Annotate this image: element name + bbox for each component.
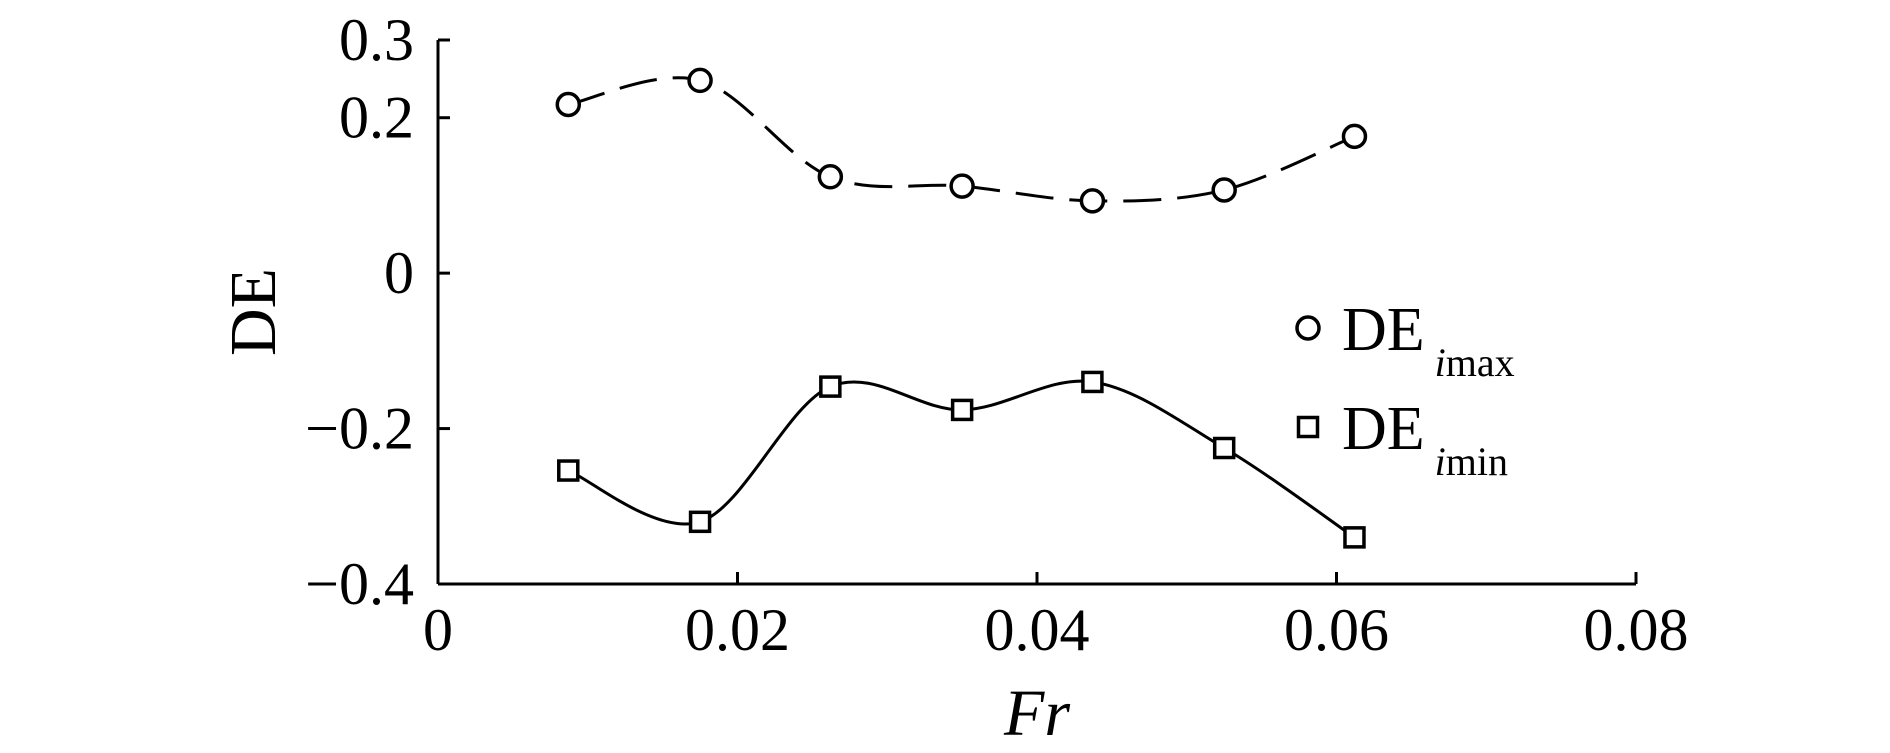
data-point-imax-1 <box>687 67 713 94</box>
legend-label-sub: min <box>1446 439 1508 484</box>
data-point-imin-0 <box>557 459 580 482</box>
data-point-imax-2 <box>817 164 844 190</box>
legend-label-sub-italic: i <box>1435 439 1446 484</box>
x-tick-label: 0.08 <box>1584 597 1689 663</box>
x-tick-label: 0.04 <box>985 597 1090 663</box>
data-point-imax-4 <box>1079 188 1106 214</box>
y-tick-label: 0.3 <box>339 7 414 73</box>
x-tick-label: 0 <box>423 597 453 663</box>
series-imin <box>557 370 1366 549</box>
axes <box>436 40 1636 586</box>
data-point-imax-0 <box>555 91 582 118</box>
legend-label-main: DE <box>1342 296 1425 364</box>
series-imax <box>555 67 1368 214</box>
data-point-imax-5 <box>1211 177 1237 203</box>
x-axis-title: Fr <box>1003 677 1070 750</box>
data-point-imin-4 <box>1081 370 1104 394</box>
legend-marker-imin <box>1296 415 1320 439</box>
series-group <box>555 67 1368 549</box>
data-point-imax-6 <box>1341 123 1368 150</box>
y-tick-label: 0.2 <box>339 85 414 151</box>
y-tick-label: −0.4 <box>305 551 414 617</box>
legend-label-imax: DE imax <box>1342 296 1515 385</box>
data-point-imin-2 <box>819 375 842 398</box>
legend-item-imax: DE imax <box>1295 296 1515 385</box>
y-tick-label: −0.2 <box>305 396 414 462</box>
data-point-imin-3 <box>950 398 974 422</box>
y-axis-title: DE <box>217 268 290 356</box>
legend-item-imin: DE imin <box>1296 395 1508 484</box>
legend-label-sub-italic: i <box>1435 340 1446 385</box>
legend-label-main: DE <box>1342 395 1425 463</box>
data-point-imin-6 <box>1343 526 1366 549</box>
legend-marker-imax <box>1295 315 1321 341</box>
y-tick-label: 0 <box>384 240 414 306</box>
x-tick-label: 0.02 <box>685 597 790 663</box>
data-point-imin-1 <box>688 510 712 534</box>
x-tick-label: 0.06 <box>1284 597 1389 663</box>
legend-label-sub: max <box>1446 340 1515 385</box>
ticks: 0 0.02 0.04 0.06 0.08 0.3 0.2 0 −0.2 −0.4 <box>305 7 1688 663</box>
data-point-imin-5 <box>1212 436 1236 460</box>
legend-label-imin: DE imin <box>1342 395 1508 484</box>
data-point-imax-3 <box>949 173 975 199</box>
